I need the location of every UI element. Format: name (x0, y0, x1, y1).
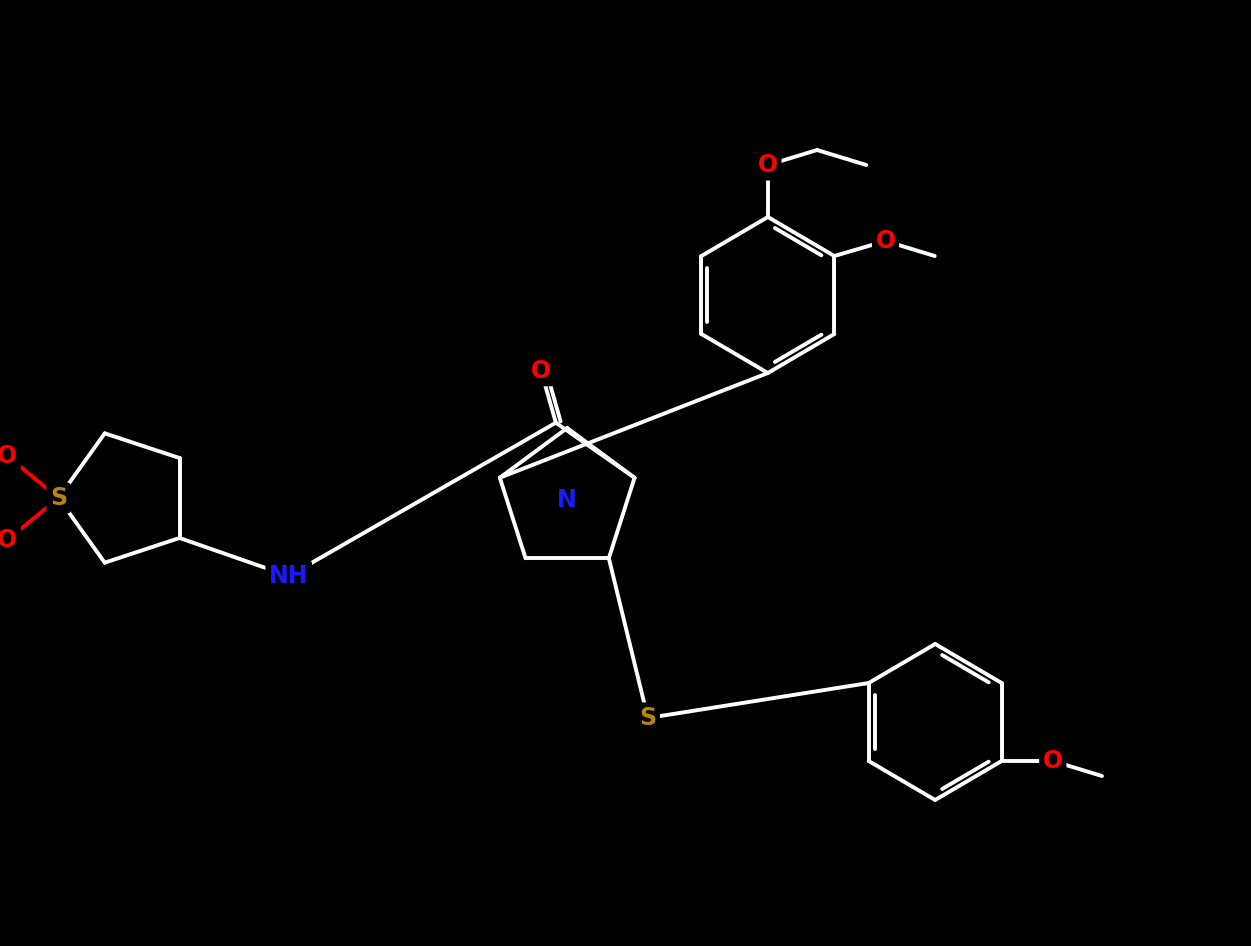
Text: O: O (0, 444, 18, 468)
Text: S: S (50, 486, 68, 510)
Text: S: S (639, 706, 657, 730)
Text: NH: NH (269, 564, 309, 588)
Text: O: O (1043, 749, 1063, 773)
Text: O: O (530, 359, 552, 383)
Text: O: O (758, 153, 778, 177)
Text: O: O (876, 229, 896, 253)
Text: N: N (557, 488, 577, 512)
Text: O: O (0, 528, 18, 552)
